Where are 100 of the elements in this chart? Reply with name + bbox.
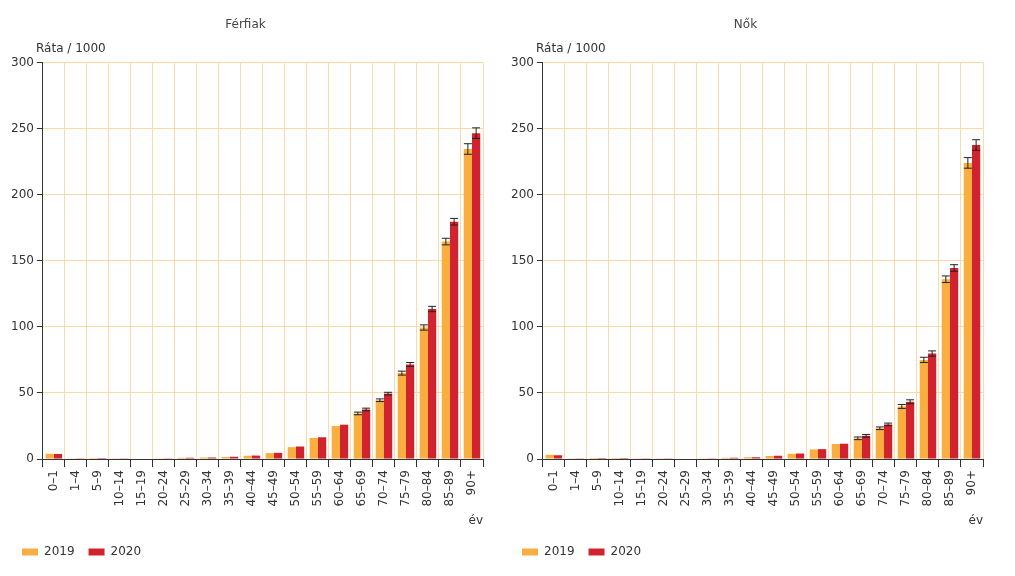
bar (839, 443, 849, 459)
bar (449, 221, 459, 459)
x-tick-label: 80–84 (920, 470, 935, 507)
x-tick-label: 45–49 (766, 470, 781, 507)
x-tick-label: 35–39 (222, 470, 237, 507)
bar (972, 145, 981, 459)
chart-title: Férfiak (225, 17, 266, 32)
bar (405, 364, 415, 459)
bar (963, 162, 972, 459)
bar (927, 353, 937, 459)
bar (809, 449, 818, 459)
y-tick-label: 100 (11, 318, 34, 333)
x-tick-label: 45–49 (266, 470, 281, 507)
bar (472, 133, 481, 459)
bar (375, 400, 384, 459)
x-tick-label: 15–19 (634, 470, 649, 507)
bar (817, 449, 827, 459)
y-tick-label: 200 (11, 186, 34, 201)
x-tick-label: 85–89 (442, 470, 457, 507)
bar (441, 241, 450, 459)
x-tick-label: 30–34 (200, 470, 215, 507)
x-tick-label: 55–59 (810, 470, 825, 507)
x-tick-label: 10–14 (112, 470, 127, 507)
bar (765, 456, 774, 459)
x-tick-label: 20–24 (156, 470, 171, 507)
x-tick-label: 50–54 (288, 470, 303, 507)
x-tick-label: 70–74 (376, 470, 391, 507)
x-tick-label: 60–64 (332, 470, 347, 507)
x-tick-label: 35–39 (722, 470, 737, 507)
y-tick-label: 300 (11, 54, 34, 69)
bar (941, 279, 950, 459)
bar (317, 437, 327, 459)
x-tick-label: 60–64 (832, 470, 847, 507)
bar (45, 453, 54, 459)
bar (251, 455, 261, 459)
x-tick-label: 0–1 (546, 470, 561, 492)
bar (273, 452, 283, 459)
bar (331, 426, 340, 459)
bar (883, 424, 893, 459)
bar (897, 406, 906, 459)
bar (287, 447, 296, 459)
legend-label: 2020 (110, 544, 142, 559)
y-tick-label: 50 (18, 385, 34, 400)
x-tick-label: 0–1 (46, 470, 61, 492)
x-tick-label: 70–74 (876, 470, 891, 507)
bar (853, 438, 862, 459)
x-tick-label: 75–79 (898, 470, 913, 507)
x-tick-label: 90+ (964, 470, 979, 496)
y-tick-label: 250 (511, 120, 534, 135)
bar (919, 359, 928, 459)
x-tick-label: 85–89 (942, 470, 957, 507)
x-tick-label: 80–84 (420, 470, 435, 507)
bar (427, 308, 437, 459)
bar (265, 453, 274, 459)
x-tick-label: 90+ (464, 470, 479, 496)
bar (419, 327, 428, 459)
y-axis-title: Ráta / 1000 (536, 41, 606, 55)
bar (309, 437, 318, 459)
bar (773, 455, 783, 459)
y-tick-label: 250 (11, 120, 34, 135)
chart-title: Nők (733, 17, 758, 32)
bar (361, 409, 371, 459)
bar (295, 446, 305, 459)
bar (905, 401, 915, 459)
bar (463, 149, 472, 459)
bar (383, 393, 393, 459)
bar (243, 455, 252, 459)
x-tick-label: 15–19 (134, 470, 149, 507)
legend-label: 2019 (544, 544, 575, 559)
bar (875, 428, 884, 459)
bar (353, 413, 362, 459)
x-tick-label: 40–44 (744, 470, 759, 507)
x-tick-label: 25–29 (178, 470, 193, 507)
y-tick-label: 0 (26, 451, 34, 466)
y-tick-label: 50 (518, 385, 534, 400)
y-tick-label: 200 (511, 186, 534, 201)
x-tick-label: 65–69 (354, 470, 369, 507)
x-axis-title: év (968, 512, 983, 527)
x-tick-label: 1–4 (568, 470, 583, 492)
x-tick-label: 40–44 (244, 470, 259, 507)
x-tick-label: 55–59 (310, 470, 325, 507)
x-tick-label: 5–9 (590, 470, 605, 492)
x-axis-title: év (468, 512, 483, 527)
bar (831, 443, 840, 459)
y-tick-label: 300 (511, 54, 534, 69)
x-tick-label: 65–69 (854, 470, 869, 507)
y-tick-label: 100 (511, 318, 534, 333)
bar (553, 455, 563, 459)
x-tick-label: 1–4 (68, 470, 83, 492)
x-tick-label: 50–54 (788, 470, 803, 507)
bar (795, 453, 805, 459)
y-tick-label: 0 (526, 451, 534, 466)
legend-label: 2019 (44, 544, 75, 559)
x-tick-label: 10–14 (612, 470, 627, 507)
x-tick-label: 25–29 (678, 470, 693, 507)
y-tick-label: 150 (11, 252, 34, 267)
bar (339, 424, 349, 459)
x-tick-label: 30–34 (700, 470, 715, 507)
bar (787, 453, 796, 459)
bar (397, 373, 406, 459)
